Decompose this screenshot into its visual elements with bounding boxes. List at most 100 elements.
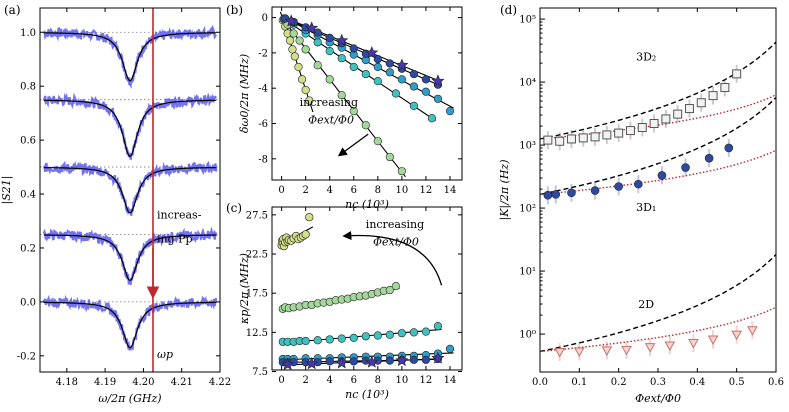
panel-d-x-tick-label-3: 0.3: [650, 377, 666, 388]
panel-c-chart: 0 2 4 6 8 10 12 14 7.5 12.5 17.5 22.5 27.5 increasi…: [238, 206, 463, 401]
trace-data-0: [43, 24, 217, 90]
panel-b-series-5-point-5: [431, 74, 445, 87]
panel-c-x-tick-label-6: 12: [420, 375, 433, 386]
dotted-fit-1: [539, 149, 777, 196]
panel-c-series-2-point-12: [397, 329, 406, 338]
panel-b-x-axis-label: nc (10³): [345, 198, 389, 211]
panel-b-series-1-point-3: [295, 36, 304, 45]
panel-d-series-1-point-8: [704, 153, 714, 163]
dotted-fit-0: [539, 94, 777, 140]
panel-b-x-tick-label-2: 4: [327, 185, 333, 196]
panel-c-series-2-point-5: [313, 336, 322, 345]
panel-a-annotation-line2: ing Pp: [157, 233, 193, 246]
panel-d-chart: 0.0 0.1 0.2 0.3 0.4 0.5 0.6 10⁰ 10¹ 10² 10³ 10⁴ 10⁵…: [498, 7, 784, 405]
panel-c-series-2-point-13: [409, 328, 418, 337]
panel-b-series-1-point-2: [289, 29, 298, 38]
panel-b-x-tick-label-5: 10: [396, 185, 409, 196]
panel-d-series-1-point-1: [551, 190, 561, 199]
panel-d-series-0-point-15: [720, 83, 730, 93]
panel-b-series-1-point-10: [373, 137, 382, 146]
panel-c-series-2-point-8: [349, 333, 358, 342]
panel-b-series-5-point-1: [305, 21, 319, 34]
panel-b-series-3-point-8: [373, 62, 382, 72]
panel-b-series-0-point-7: [297, 75, 307, 84]
panel-c-y-tick-label-2: 17.5: [246, 289, 268, 300]
panel-d-series-2-point-9: [747, 326, 758, 336]
panel-b-series-2-point-3: [313, 38, 322, 47]
panel-d-series-1-point-6: [657, 171, 667, 180]
panel-label-a: (a): [4, 3, 21, 17]
panel-b-series-0-point-3: [285, 36, 295, 45]
panel-b-series-1-point-7: [337, 91, 346, 100]
panel-a-y-tick-label-6: 1.0: [20, 28, 36, 39]
panel-b-y-tick-label-1: -2: [258, 48, 268, 59]
panel-c-y-tick-label-3: 22.5: [246, 250, 268, 261]
panel-d-y-tick-label-2: 10²: [519, 204, 536, 215]
panel-d-series-2-point-6: [688, 339, 699, 349]
panel-b-series-1-point-6: [325, 75, 334, 84]
panel-d-series-2-point-8: [731, 330, 743, 341]
panel-d-series-label-0: 3D₂: [636, 51, 656, 64]
panel-d-series-2-point-2: [601, 346, 613, 356]
panel-b-series-5-point-3: [365, 46, 379, 59]
panel-b-series-2-point-5: [337, 54, 346, 63]
panel-d-series-0-point-16: [732, 69, 742, 79]
panel-c-series-4-point-10: [385, 356, 394, 365]
panel-c-series-2-point-11: [385, 330, 394, 339]
panel-d-y-tick-label-0: 10⁰: [519, 330, 536, 341]
panel-d-frame: [539, 7, 777, 373]
panel-a-x-tick-label-4: 4.22: [209, 377, 231, 388]
panel-b-series-1-point-11: [385, 152, 394, 162]
trace-data-4: [42, 294, 218, 351]
panel-c-series-5-point-2: [335, 356, 349, 369]
panel-d-series-label-2: 2D: [638, 298, 654, 311]
panel-b-series-0-point-8: [301, 85, 310, 95]
panel-b-series-0-point-6: [294, 62, 303, 72]
panel-c-series-0-point-15: [301, 230, 310, 239]
panel-a-y-tick-label-4: 0.6: [20, 136, 36, 147]
panel-d-series-1-point-5: [634, 179, 643, 189]
panel-a-y-tick-label-2: 0.2: [20, 243, 36, 254]
panel-d-series-0-point-11: [673, 109, 683, 119]
panel-b-series-0-point-9: [305, 96, 314, 105]
trace-fit-3: [43, 234, 217, 281]
panel-b-series-3-point-13: [433, 94, 443, 103]
panel-d-series-1-point-0: [543, 190, 553, 200]
panel-b-series-5-point-4: [395, 58, 409, 71]
panel-c-series-2-point-7: [337, 334, 346, 343]
panel-c-series-3-point-15: [445, 344, 455, 353]
trace-data-3: [42, 226, 218, 286]
panel-d-series-2-point-1: [573, 347, 585, 357]
panel-b-series-4-point-9: [385, 59, 394, 68]
panel-c-series-2-point-10: [373, 331, 382, 340]
panel-d-series-0-point-5: [602, 130, 612, 140]
panel-c-arrow: [342, 230, 443, 286]
trace-fit-4: [43, 301, 217, 349]
panel-label-c: (c): [226, 201, 242, 215]
panel-d-y-tick-label-3: 10³: [519, 141, 536, 152]
panel-d-x-axis-label: Φext/Φ0: [635, 392, 681, 405]
panel-b-annotation-line1: increasing: [300, 96, 358, 109]
panel-d-series-0-point-12: [684, 104, 694, 114]
panel-b-x-tick-label-7: 14: [444, 185, 457, 196]
panel-d-series-0-point-1: [555, 136, 565, 146]
panel-d-series-0-point-8: [637, 123, 647, 133]
panel-b-series-5-point-2: [335, 33, 349, 47]
panel-b-series-4-point-6: [349, 44, 358, 53]
panel-d-series-0-point-7: [625, 126, 635, 136]
panel-b-x-tick-label-0: 0: [278, 185, 284, 196]
panel-d-x-tick-label-4: 0.4: [689, 377, 705, 388]
panel-d-y-tick-label-4: 10⁴: [519, 78, 536, 89]
panel-b-arrow: [337, 133, 369, 157]
panel-c-series-1-point-20: [391, 282, 400, 291]
panel-c-y-tick-label-1: 12.5: [246, 328, 268, 339]
panel-c-series-2-point-4: [301, 336, 310, 346]
panel-b-series-0-point-5: [290, 52, 299, 61]
panel-b-series-2-point-4: [325, 47, 334, 56]
panel-d-series-1-point-3: [590, 186, 600, 195]
panel-b-series-3-point-14: [445, 107, 455, 116]
panel-b-series-2-point-6: [349, 62, 358, 72]
panel-c-frame: [271, 206, 463, 371]
panel-b-series-1-point-5: [313, 61, 322, 70]
